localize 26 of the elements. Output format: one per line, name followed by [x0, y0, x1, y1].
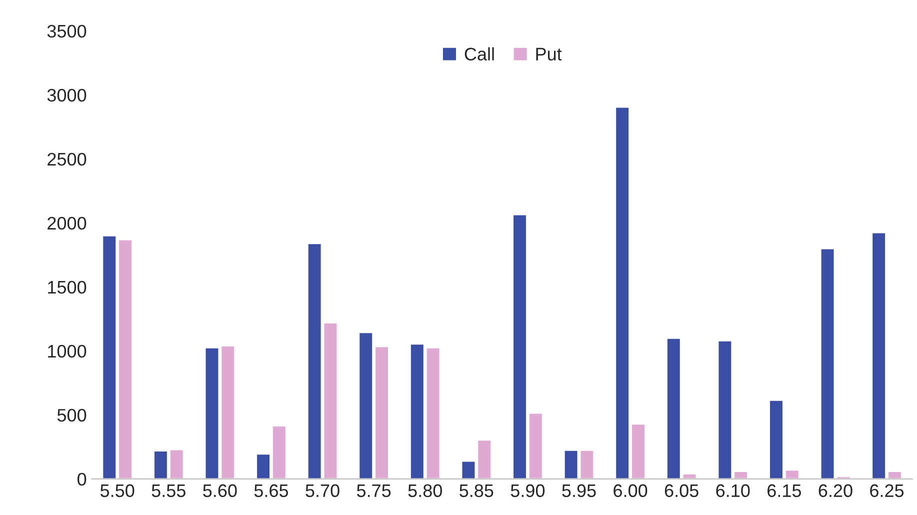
y-tick-label: 1000	[48, 344, 86, 358]
legend-label: Put	[536, 48, 562, 61]
x-tick-label: 5.55	[152, 484, 186, 498]
y-tick-label: 3000	[47, 88, 86, 102]
x-tick-label: 6.10	[716, 484, 750, 498]
x-tick-label: 5.90	[510, 484, 545, 498]
y-tick-label: 2500	[48, 152, 86, 166]
x-tick-label: 5.75	[356, 484, 391, 498]
x-tick-label: 6.25	[870, 484, 904, 498]
x-tick-label: 5.65	[254, 484, 288, 498]
x-tick-label: 5.50	[100, 484, 134, 498]
x-tick-label: 5.95	[562, 484, 596, 498]
y-tick-label: 500	[57, 408, 86, 422]
x-tick-label: 6.15	[768, 484, 801, 498]
x-tick-label: 5.60	[203, 484, 237, 498]
x-tick-label: 5.85	[460, 484, 494, 498]
x-tick-label: 6.05	[664, 484, 698, 498]
y-tick-label: 3500	[47, 24, 86, 38]
x-tick-label: 5.80	[408, 484, 442, 498]
y-tick-label: 1500	[48, 280, 86, 294]
x-tick-label: 5.70	[306, 484, 340, 498]
legend-label: Call	[464, 47, 494, 61]
y-tick-label: 0	[78, 472, 86, 486]
x-tick-label: 6.00	[614, 484, 648, 498]
x-tick-label: 6.20	[818, 484, 852, 498]
y-tick-label: 2000	[48, 216, 86, 230]
